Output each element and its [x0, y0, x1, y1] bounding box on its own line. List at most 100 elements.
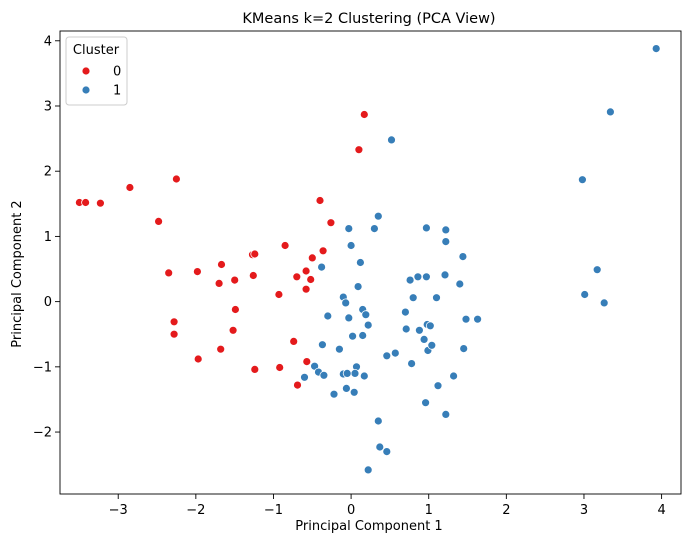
y-tick-label: 0 [44, 295, 52, 310]
data-point-cluster-1 [342, 368, 352, 378]
data-point-cluster-0 [274, 290, 284, 299]
data-point-cluster-0 [230, 305, 240, 314]
data-point-cluster-1 [390, 348, 400, 358]
y-tick-label: 3 [44, 99, 52, 114]
data-point-cluster-1 [405, 275, 415, 285]
data-point-cluster-1 [319, 370, 329, 380]
data-point-cluster-0 [289, 336, 299, 346]
data-point-cluster-1 [346, 241, 356, 250]
data-point-cluster-1 [599, 298, 609, 308]
data-point-cluster-0 [302, 357, 312, 367]
data-point-cluster-1 [407, 359, 417, 369]
data-point-cluster-1 [441, 409, 451, 419]
data-point-cluster-0 [193, 354, 203, 364]
x-axis: −3 −2 −1 0 1 2 3 4 [109, 494, 666, 518]
data-points [75, 44, 661, 475]
plot-frame [59, 30, 682, 495]
data-point-cluster-1 [408, 293, 418, 303]
data-point-cluster-0 [154, 216, 164, 226]
data-point-cluster-1 [334, 344, 344, 354]
data-point-cluster-1 [344, 313, 354, 323]
x-tick-label: −1 [264, 503, 283, 518]
data-point-cluster-0 [192, 267, 202, 277]
data-point-cluster-0 [125, 183, 135, 192]
legend: Cluster 0 1 [65, 36, 128, 106]
data-point-cluster-0 [250, 364, 260, 374]
data-point-cluster-0 [96, 198, 105, 208]
data-point-cluster-1 [341, 383, 351, 393]
data-point-cluster-0 [217, 260, 226, 269]
data-point-cluster-0 [293, 380, 302, 390]
y-tick-label: −2 [33, 426, 52, 441]
x-tick-label: −3 [109, 503, 128, 518]
data-point-cluster-0 [359, 110, 369, 119]
data-point-cluster-1 [459, 344, 469, 354]
x-axis-title: Principal Component 1 [295, 519, 442, 534]
data-point-cluster-1 [414, 325, 424, 335]
data-point-cluster-1 [329, 389, 339, 399]
data-point-cluster-1 [433, 381, 443, 391]
data-point-cluster-0 [275, 363, 285, 372]
data-point-cluster-1 [449, 371, 459, 381]
data-point-cluster-1 [363, 320, 373, 330]
data-point-cluster-0 [164, 268, 174, 278]
legend-marker-cluster-1 [81, 85, 91, 95]
legend-title: Cluster [73, 43, 120, 58]
data-point-cluster-0 [301, 266, 311, 276]
data-point-cluster-1 [373, 416, 383, 426]
data-point-cluster-0 [354, 145, 364, 155]
data-point-cluster-1 [317, 340, 327, 350]
data-point-cluster-1 [461, 314, 471, 324]
data-point-cluster-1 [458, 252, 468, 262]
data-point-cluster-0 [318, 246, 328, 256]
data-point-cluster-1 [317, 262, 327, 272]
data-point-cluster-1 [353, 282, 363, 292]
data-point-cluster-0 [169, 329, 179, 339]
data-point-cluster-1 [382, 447, 392, 457]
data-point-cluster-1 [382, 351, 392, 361]
data-point-cluster-1 [473, 314, 483, 324]
plot-area: −3 −2 −1 0 1 2 3 4 −2 −1 0 1 2 3 4 [33, 30, 682, 518]
data-point-cluster-1 [373, 211, 383, 221]
data-point-cluster-1 [400, 307, 410, 317]
data-point-cluster-0 [306, 275, 316, 284]
data-point-cluster-1 [578, 175, 587, 185]
y-axis-title: Principal Component 2 [10, 200, 25, 347]
data-point-cluster-1 [387, 135, 396, 145]
legend-box [65, 36, 128, 106]
y-tick-label: 4 [44, 34, 52, 49]
data-point-cluster-1 [419, 334, 429, 344]
data-point-cluster-1 [358, 331, 368, 340]
data-point-cluster-1 [427, 340, 437, 350]
x-tick-label: 1 [425, 503, 433, 518]
data-point-cluster-0 [214, 278, 224, 288]
data-point-cluster-1 [421, 398, 431, 408]
chart-title: KMeans k=2 Clustering (PCA View) [242, 11, 495, 27]
data-point-cluster-1 [348, 331, 358, 341]
data-point-cluster-1 [359, 371, 369, 381]
data-point-cluster-0 [216, 344, 226, 354]
data-point-cluster-0 [280, 241, 290, 250]
legend-label-cluster-0: 0 [113, 65, 121, 80]
x-tick-label: 4 [657, 503, 665, 518]
data-point-cluster-0 [315, 196, 325, 205]
data-point-cluster-0 [248, 271, 258, 280]
data-point-cluster-0 [326, 218, 336, 228]
x-tick-label: 3 [580, 503, 588, 518]
x-tick-label: 0 [347, 503, 355, 518]
data-point-cluster-1 [580, 290, 590, 299]
y-tick-label: 1 [44, 230, 52, 245]
data-point-cluster-1 [341, 298, 351, 308]
data-point-cluster-0 [230, 275, 240, 285]
data-point-cluster-0 [81, 198, 90, 207]
data-point-cluster-1 [369, 224, 379, 234]
data-point-cluster-1 [432, 293, 441, 303]
data-point-cluster-1 [606, 107, 615, 117]
data-point-cluster-1 [441, 237, 451, 247]
data-point-cluster-1 [421, 272, 431, 282]
data-point-cluster-1 [401, 324, 411, 334]
data-point-cluster-0 [292, 272, 302, 282]
y-tick-label: −1 [33, 360, 52, 375]
x-tick-label: −2 [186, 503, 205, 518]
